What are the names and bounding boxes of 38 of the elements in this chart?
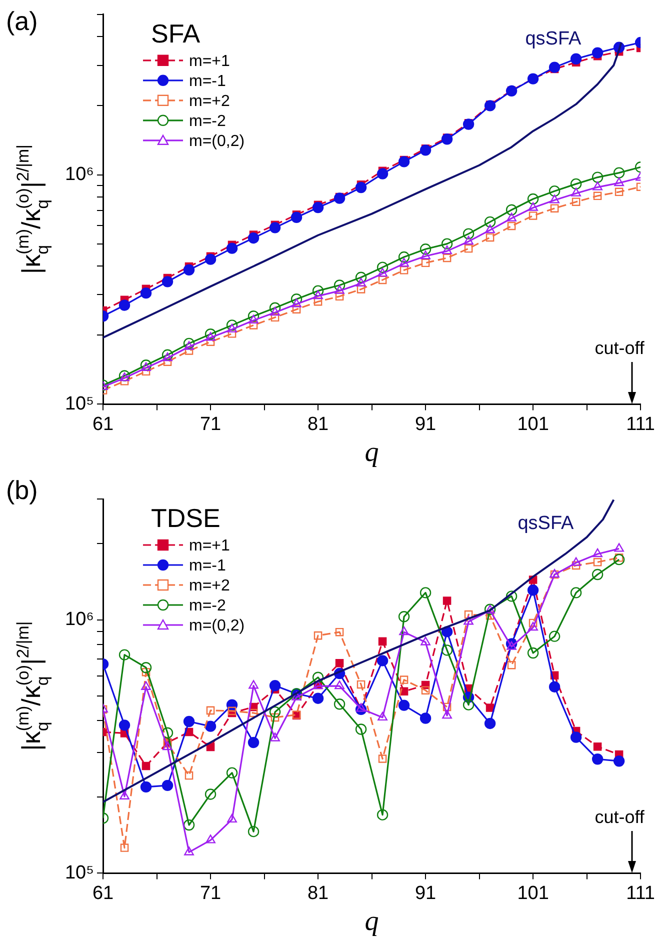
x-tick-label: 71 [200, 414, 222, 435]
legend-label: m=+1 [189, 52, 230, 70]
y-tick-label: 10⁶ [65, 164, 94, 185]
legend-label: m=+2 [189, 577, 230, 594]
legend-label: m=(0,2) [189, 617, 245, 634]
legend-label: m=-2 [189, 112, 226, 130]
chart-title: (a) [6, 6, 38, 36]
legend-label: m=-1 [189, 557, 226, 574]
legend-label: m=+1 [189, 537, 230, 554]
x-tick-label: 101 [517, 414, 549, 435]
y-axis-title: |κq(m)/κq(o)|2/|m| [13, 144, 52, 274]
legend-label: m=(0,2) [189, 132, 245, 150]
chart-title: (b) [6, 475, 38, 505]
legend-label: m=-2 [189, 597, 226, 614]
x-tick-label: 61 [92, 882, 114, 904]
chart-subtitle: SFA [151, 18, 201, 48]
y-tick-label: 10⁵ [64, 862, 94, 884]
x-tick-label: 91 [414, 882, 436, 904]
x-axis-title: q [364, 906, 379, 937]
x-tick-label: 111 [626, 414, 656, 435]
annotation: cut-off [594, 338, 646, 358]
y-tick-label: 10⁵ [64, 393, 94, 414]
legend-label: m=-1 [189, 72, 226, 90]
annotation: cut-off [594, 807, 646, 828]
x-tick-label: 81 [307, 882, 329, 904]
chart-subtitle: TDSE [151, 503, 220, 533]
series-label: qsSFA [525, 28, 582, 50]
series-label: qsSFA [518, 513, 574, 534]
x-tick-label: 101 [517, 882, 549, 904]
x-tick-label: 81 [307, 414, 329, 435]
x-tick-label: 91 [414, 414, 436, 435]
x-tick-label: 111 [626, 882, 656, 904]
x-axis-title: q [364, 437, 379, 468]
legend-label: m=+2 [189, 92, 230, 110]
x-tick-label: 61 [92, 414, 114, 435]
x-tick-label: 71 [200, 882, 222, 904]
y-axis-title: |κq(m)/κq(o)|2/|m| [13, 621, 52, 751]
y-tick-label: 10⁶ [65, 609, 94, 630]
